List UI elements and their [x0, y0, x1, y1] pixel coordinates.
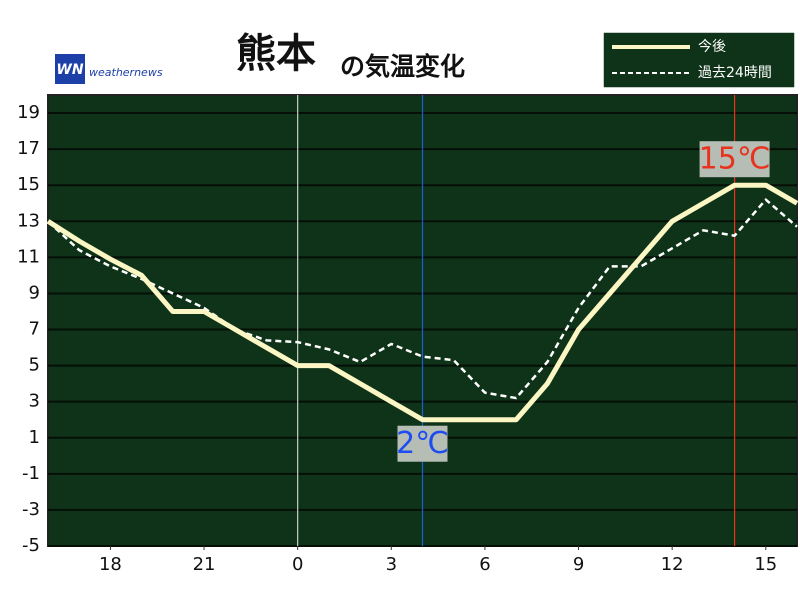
- y-tick-label: 3: [29, 391, 40, 412]
- y-tick-label: 15: [17, 174, 40, 195]
- logo-text: WN: [56, 62, 83, 78]
- y-tick-label: 1: [29, 427, 40, 448]
- legend-label: 過去24時間: [698, 65, 772, 81]
- annotation: 2℃: [396, 426, 449, 461]
- location: 熊本: [236, 31, 316, 77]
- y-tick-label: 9: [29, 282, 40, 303]
- y-tick-label: -1: [22, 463, 40, 484]
- logo: WN weathernews: [55, 54, 163, 84]
- y-tick-label: 19: [17, 102, 40, 123]
- x-tick-label: 9: [573, 554, 584, 575]
- annotation: 15℃: [699, 142, 771, 177]
- legend-label: 今後: [698, 39, 726, 55]
- y-tick-label: 5: [29, 355, 40, 376]
- x-tick-label: 18: [99, 554, 122, 575]
- x-tick-label: 12: [661, 554, 684, 575]
- annotation-box: [397, 425, 448, 462]
- y-tick-label: 13: [17, 210, 40, 231]
- logo-box: [55, 54, 85, 84]
- annotation-box: [699, 141, 770, 178]
- y-tick-label: 17: [17, 138, 40, 159]
- x-tick-label: 6: [479, 554, 490, 575]
- y-tick-label: -3: [22, 499, 40, 520]
- brand: weathernews: [89, 66, 163, 79]
- y-tick-label: 11: [17, 246, 40, 267]
- series-line: [47, 198, 798, 400]
- chart-title: の気温変化: [340, 52, 465, 81]
- y-tick-label: -5: [22, 535, 40, 556]
- x-tick-label: 15: [754, 554, 777, 575]
- x-tick-label: 21: [193, 554, 216, 575]
- legend-box: [602, 31, 796, 89]
- x-tick-label: 3: [386, 554, 397, 575]
- y-tick-label: 7: [29, 319, 40, 340]
- x-tick-label: 0: [292, 554, 303, 575]
- series-line: [46, 182, 799, 423]
